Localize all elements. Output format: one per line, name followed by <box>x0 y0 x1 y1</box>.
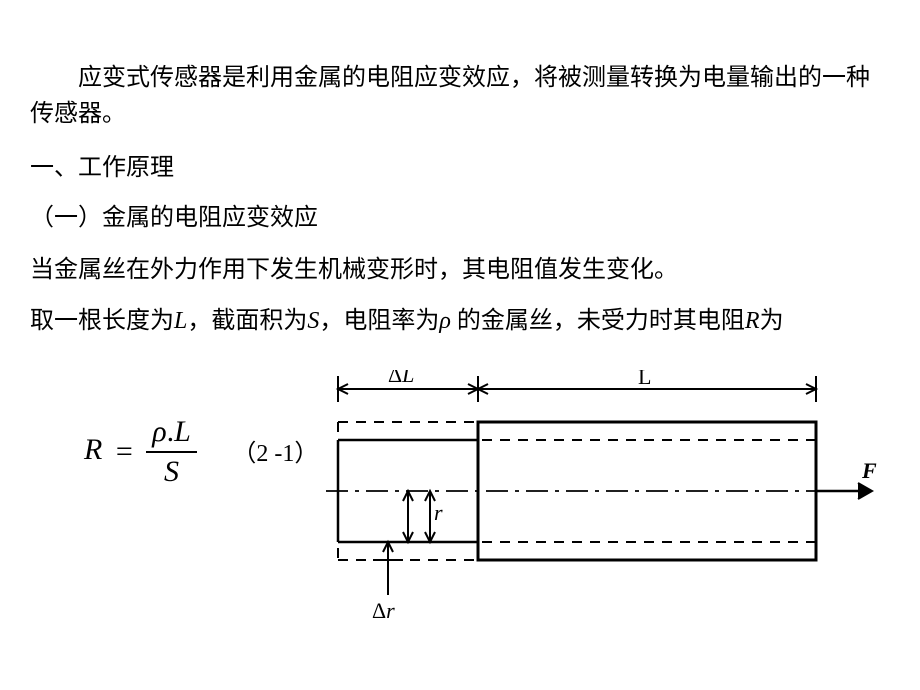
p3c: ，电阻率为 <box>319 308 439 334</box>
force-arrow <box>816 483 872 499</box>
var-R: R <box>745 308 760 334</box>
heading-2: （一）金属的电阻应变效应 <box>30 200 870 236</box>
paragraph-3: 取一根长度为L，截面积为S，电阻率为ρ 的金属丝，未受力时其电阻R为 <box>30 302 870 340</box>
strain-diagram: ΔL L r Δr F <box>318 370 888 640</box>
eq-num-L: L <box>174 415 191 448</box>
eq-lhs: R <box>84 433 102 466</box>
eq-fraction: ρ.L S <box>146 415 197 489</box>
label-L: L <box>638 370 651 389</box>
var-S: S <box>307 308 319 334</box>
eq-equals: = <box>116 435 133 468</box>
eq-numerator: ρ.L <box>146 415 197 453</box>
label-r: r <box>434 500 443 525</box>
diagram-labels: ΔL L r Δr F <box>372 370 877 623</box>
eq-num-rho: ρ <box>152 415 166 448</box>
p3b: ，截面积为 <box>187 308 307 334</box>
heading-1-text: 一、工作原理 <box>30 155 174 181</box>
slide: 应变式传感器是利用金属的电阻应变效应，将被测量转换为电量输出的一种传感器。 一、… <box>0 0 920 690</box>
p3d: 的金属丝，未受力时其电阻 <box>451 308 745 334</box>
var-rho: ρ <box>439 308 451 334</box>
diagram-svg: ΔL L r Δr F <box>318 370 888 640</box>
delta-r-dimension <box>373 542 403 595</box>
equation-2-1: R = ρ.L S （2 -1） <box>84 415 318 489</box>
r-dimension <box>403 491 435 542</box>
p3e: 为 <box>760 308 784 334</box>
eq-label: （2 -1） <box>232 441 318 467</box>
var-L: L <box>174 308 187 334</box>
label-deltar: Δr <box>372 598 395 623</box>
eq-den: S <box>146 453 197 489</box>
intro-text: 应变式传感器是利用金属的电阻应变效应，将被测量转换为电量输出的一种传感器。 <box>30 65 870 127</box>
p2-text: 当金属丝在外力作用下发生机械变形时，其电阻值发生变化。 <box>30 257 678 283</box>
p3a: 取一根长度为 <box>30 308 174 334</box>
label-deltaL: ΔL <box>388 370 414 387</box>
heading-2-text: （一）金属的电阻应变效应 <box>30 205 318 231</box>
paragraph-2: 当金属丝在外力作用下发生机械变形时，其电阻值发生变化。 <box>30 252 890 288</box>
label-F: F <box>861 458 877 483</box>
heading-1: 一、工作原理 <box>30 150 870 186</box>
paragraph-intro: 应变式传感器是利用金属的电阻应变效应，将被测量转换为电量输出的一种传感器。 <box>30 60 870 132</box>
